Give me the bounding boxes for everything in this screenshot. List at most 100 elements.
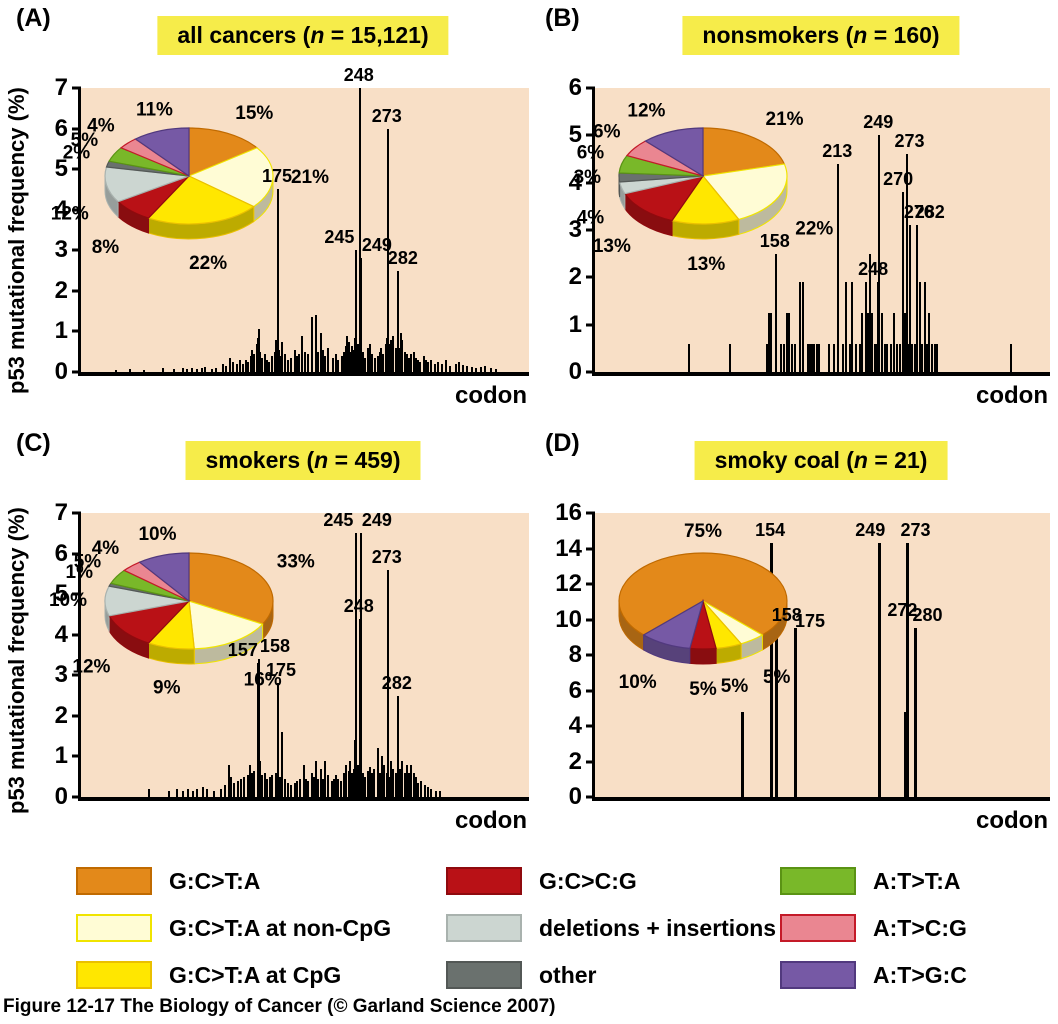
bar-codon-270 <box>383 764 386 797</box>
y-tick-label: 2 <box>54 701 68 729</box>
bar-codon-254 <box>883 343 886 372</box>
pie-slice-label: 6% <box>593 122 621 143</box>
bar-codon-107 <box>200 367 203 372</box>
bar-codon-103 <box>196 368 199 372</box>
bar-codon-129 <box>225 365 228 372</box>
legend-label: other <box>539 961 597 988</box>
y-tick-mark <box>72 511 81 515</box>
y-tick-mark <box>586 511 595 515</box>
legend-item: other <box>446 961 597 989</box>
bar-codon-253 <box>364 357 367 372</box>
y-tick-label: 4 <box>568 712 582 739</box>
bar-codon-124 <box>219 788 222 797</box>
bar-codon-278 <box>392 335 395 372</box>
panel-d-title: smoky coal (n = 21) <box>694 441 948 481</box>
y-tick-label: 5 <box>568 121 582 149</box>
panel-d-title-post: = 21) <box>867 447 928 473</box>
peak-label-175: 175 <box>795 610 826 631</box>
bar-codon-118 <box>729 343 732 372</box>
legend-item: A:T>G:C <box>780 961 967 989</box>
peak-label-273: 273 <box>371 546 402 567</box>
peak-label-273: 273 <box>894 131 925 152</box>
y-tick-label: 8 <box>568 641 582 668</box>
y-tick-mark <box>72 208 81 212</box>
peak-label-154: 154 <box>755 520 786 541</box>
panel-d: (D) smoky coal (n = 21) 75% 5% 5% 5% 10% 154… <box>529 425 1058 850</box>
panel-b-title-n: n <box>853 22 868 48</box>
bar-codon-262 <box>893 312 896 372</box>
y-tick-label: 0 <box>568 783 582 810</box>
pie-slice-label: 8% <box>92 237 120 258</box>
y-tick-mark <box>72 592 81 596</box>
bar-codon-99 <box>191 790 194 797</box>
bar-codon-194 <box>298 353 301 372</box>
bar-codon-280 <box>394 347 397 372</box>
bar-codon-237 <box>864 282 867 372</box>
bar-codon-187 <box>290 357 293 372</box>
y-tick-label: 14 <box>555 534 582 562</box>
bar-codon-148 <box>246 774 249 797</box>
pie-chart-d: 75%5%5%5%10% <box>618 521 791 700</box>
pie-slice <box>138 552 190 603</box>
bar-codon-157 <box>256 663 259 797</box>
bar-codon-262 <box>374 357 377 372</box>
peak-label-249: 249 <box>361 510 392 531</box>
bar-codon-190 <box>293 349 296 372</box>
bar-codon-217 <box>324 355 327 372</box>
bar-codon-110 <box>204 367 207 372</box>
bar-codon-249 <box>359 258 362 372</box>
bar-codon-290 <box>405 764 408 797</box>
bar-codon-139 <box>236 780 239 797</box>
legend-swatch <box>76 914 152 942</box>
bar-codon-168 <box>269 776 272 797</box>
bar-codon-213 <box>837 163 840 372</box>
bar-codon-316 <box>434 790 437 797</box>
pie-slice <box>147 175 255 225</box>
pie-slice <box>134 127 190 178</box>
bar-codon-245 <box>355 533 358 797</box>
y-tick-label: 2 <box>568 747 582 775</box>
bar-codon-227 <box>335 774 338 797</box>
peak-label-249: 249 <box>855 520 886 541</box>
panel-c-title-post: = 459) <box>328 447 401 473</box>
bar-codon-280 <box>913 343 916 372</box>
pie-slice-label: 5% <box>71 130 99 151</box>
y-tick-label: 6 <box>54 539 68 567</box>
bar-codon-246 <box>356 343 359 372</box>
bar-codon-294 <box>410 764 413 797</box>
bar-codon-285 <box>400 333 403 372</box>
bar-codon-290 <box>405 353 408 372</box>
bar-codon-198 <box>302 764 305 797</box>
y-tick-mark <box>72 754 81 758</box>
bar-codon-242 <box>352 349 355 372</box>
legend-label: deletions + insertions <box>539 914 777 941</box>
bar-codon-178 <box>280 355 283 372</box>
bar-codon-187 <box>290 784 293 797</box>
bar-codon-278 <box>392 768 395 797</box>
figure-caption: Figure 12-17 The Biology of Cancer (© Ga… <box>3 996 556 1017</box>
legend-swatch <box>780 961 856 989</box>
bar-codon-255 <box>366 770 369 797</box>
bar-codon-135 <box>232 361 235 372</box>
legend-label: A:T>C:G <box>873 914 967 941</box>
bar-codon-179 <box>281 732 284 797</box>
bar-codon-261 <box>373 768 376 797</box>
bar-codon-302 <box>419 361 422 372</box>
bar-codon-207 <box>312 776 315 797</box>
y-tick-label: 12 <box>555 570 582 597</box>
bar-codon-194 <box>815 343 818 372</box>
bar-codon-200 <box>305 778 307 797</box>
bar-codon-253 <box>364 776 367 797</box>
pie-slice-label: 22% <box>189 253 227 274</box>
bar-codon-282 <box>915 225 918 372</box>
bar-codon-259 <box>889 343 892 372</box>
bar-codon-285 <box>919 282 922 372</box>
y-tick-mark <box>586 653 595 657</box>
bar-codon-146 <box>244 359 247 372</box>
bar-codon-211 <box>317 778 320 797</box>
bar-codon-247 <box>875 343 878 372</box>
panel-b-title: nonsmokers (n = 160) <box>682 16 960 56</box>
bar-codon-340 <box>461 364 464 372</box>
y-tick-label: 0 <box>54 358 68 385</box>
bar-codon-318 <box>437 361 440 372</box>
